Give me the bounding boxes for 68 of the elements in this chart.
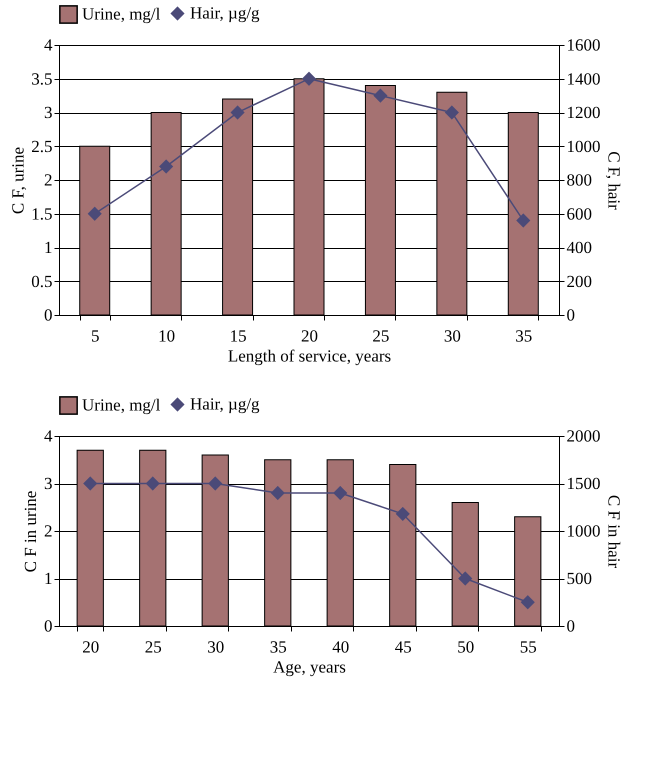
y2-tick-label: 1000 [566, 136, 600, 156]
x-tick-label: 30 [207, 638, 224, 656]
y-tick-label: 4 [44, 426, 53, 446]
point [444, 105, 459, 120]
x-tick-label: 55 [520, 638, 537, 656]
y-tick-label: 0 [44, 306, 52, 324]
y2-axis-title: C F, hair [604, 151, 624, 210]
x-tick-label: 50 [457, 638, 474, 656]
y-axis-title: C F, urine [8, 146, 28, 214]
legend-label: Urine, mg/l [82, 4, 161, 24]
x-axis-title: Length of service, years [228, 346, 392, 366]
point [146, 476, 160, 491]
point [520, 595, 535, 610]
y-tick-label: 1 [44, 569, 52, 588]
x-tick-label: 35 [515, 326, 532, 346]
point [88, 206, 102, 221]
x-tick-label: 10 [158, 326, 176, 346]
point [270, 486, 285, 500]
y-tick-label: 1 [44, 238, 52, 257]
y-tick-label: 3 [44, 103, 52, 122]
y2-tick-label: 800 [566, 170, 592, 190]
x-tick-label: 25 [144, 638, 162, 656]
y2-tick-label: 200 [566, 272, 592, 291]
y-tick-label: 0.5 [31, 272, 52, 291]
point [302, 72, 316, 86]
y2-tick-label: 1200 [566, 103, 600, 122]
x-tick-label: 35 [270, 638, 287, 656]
point [333, 486, 348, 500]
y2-tick-label: 0 [566, 306, 575, 324]
y-tick-label: 0 [44, 616, 52, 636]
point [396, 506, 410, 521]
point [159, 159, 174, 174]
y2-tick-label: 500 [566, 569, 592, 588]
point [208, 476, 222, 491]
y2-tick-label: 600 [566, 204, 592, 224]
y2-tick-label: 400 [566, 238, 592, 257]
y2-tick-label: 1600 [566, 36, 600, 54]
y-tick-label: 4 [44, 36, 53, 54]
y-tick-label: 3 [44, 474, 52, 493]
x-tick-label: 5 [90, 326, 100, 346]
x-tick-label: 15 [230, 326, 247, 346]
y2-tick-label: 1000 [566, 522, 600, 540]
x-tick-label: 25 [372, 326, 390, 346]
y2-tick-label: 2000 [566, 426, 600, 446]
y2-tick-label: 0 [566, 616, 575, 636]
y-tick-label: 2 [44, 522, 52, 540]
legend-label: Hair, µg/g [190, 4, 260, 22]
x-tick-label: 20 [301, 326, 318, 346]
point [516, 213, 530, 228]
x-tick-label: 20 [82, 638, 100, 656]
y2-tick-label: 1400 [566, 69, 600, 88]
y-axis-title: C F in urine [21, 490, 40, 572]
y2-tick-label: 1500 [566, 474, 600, 493]
legend-label: Urine, mg/l [82, 396, 161, 414]
point [83, 476, 98, 491]
x-axis-title: Age, years [273, 658, 346, 676]
x-tick-label: 30 [444, 326, 461, 346]
y-tick-label: 3.5 [31, 69, 52, 88]
point [458, 571, 472, 586]
legend-label: Hair, µg/g [190, 394, 260, 414]
point [373, 88, 388, 103]
y-tick-label: 2 [44, 170, 52, 190]
x-tick-label: 40 [332, 638, 350, 656]
x-tick-label: 45 [394, 638, 412, 656]
point [230, 105, 245, 120]
y-tick-label: 1.5 [31, 204, 52, 224]
y2-axis-title: C F in hair [604, 494, 624, 568]
y-tick-label: 2.5 [31, 136, 52, 156]
